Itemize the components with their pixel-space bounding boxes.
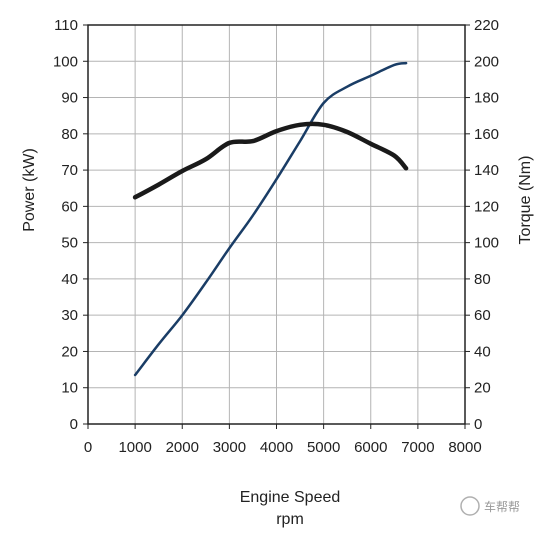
y-left-tick-label: 110 (54, 17, 78, 34)
y-right-tick-label: 180 (474, 90, 499, 107)
torque-line (132, 121, 409, 200)
y-right-tick-label: 160 (474, 126, 499, 143)
y-left-tick-label: 50 (61, 235, 78, 252)
y-right-tick-label: 140 (474, 162, 499, 179)
x-tick-label: 5000 (307, 439, 340, 456)
x-tick-label: 1000 (118, 439, 151, 456)
y-left-tick-label: 0 (70, 416, 78, 433)
y-left-tick-label: 100 (53, 53, 78, 70)
y-axis-right-label: Torque (Nm) (517, 156, 534, 245)
y-right-tick-label: 220 (474, 17, 499, 34)
y-right-tick-label: 100 (474, 235, 499, 252)
y-left-tick-label: 40 (61, 271, 78, 288)
y-right-tick-label: 80 (474, 271, 491, 288)
x-tick-label: 7000 (401, 439, 434, 456)
y-left-tick-label: 30 (61, 307, 78, 324)
plot-frame (87, 24, 466, 425)
y-right-tick-label: 20 (474, 380, 491, 397)
y-left-tick-label: 10 (61, 380, 78, 397)
y-axis-left: 0 10 20 30 40 50 60 70 80 90 100 110 (53, 17, 88, 433)
x-tick-label: 6000 (354, 439, 387, 456)
x-tick-label: 2000 (166, 439, 199, 456)
y-right-tick-label: 40 (474, 343, 491, 360)
y-right-tick-label: 0 (474, 416, 482, 433)
x-axis-unit: rpm (276, 511, 304, 528)
x-axis: 0 1000 2000 3000 4000 5000 6000 7000 8000 (84, 424, 482, 456)
series-layer (132, 61, 409, 377)
watermark-text: 车帮帮 (484, 499, 520, 514)
y-right-tick-label: 120 (474, 198, 499, 215)
grid (87, 24, 466, 425)
y-left-tick-label: 90 (61, 90, 78, 107)
y-axis-left-label: Power (kW) (21, 148, 38, 232)
x-tick-label: 0 (84, 439, 92, 456)
y-left-tick-label: 80 (61, 126, 78, 143)
power-line (133, 61, 408, 377)
y-right-tick-label: 200 (474, 53, 499, 70)
watermark-logo-icon (460, 496, 480, 516)
x-axis-label: Engine Speed (240, 489, 341, 506)
x-tick-label: 8000 (448, 439, 481, 456)
x-tick-label: 4000 (260, 439, 293, 456)
y-left-tick-label: 60 (61, 198, 78, 215)
y-right-tick-label: 60 (474, 307, 491, 324)
x-tick-label: 3000 (213, 439, 246, 456)
watermark: 车帮帮 (460, 496, 520, 516)
y-left-tick-label: 70 (61, 162, 78, 179)
y-axis-right: 0 20 40 60 80 100 120 140 160 180 200 220 (465, 17, 499, 433)
y-left-tick-label: 20 (61, 343, 78, 360)
